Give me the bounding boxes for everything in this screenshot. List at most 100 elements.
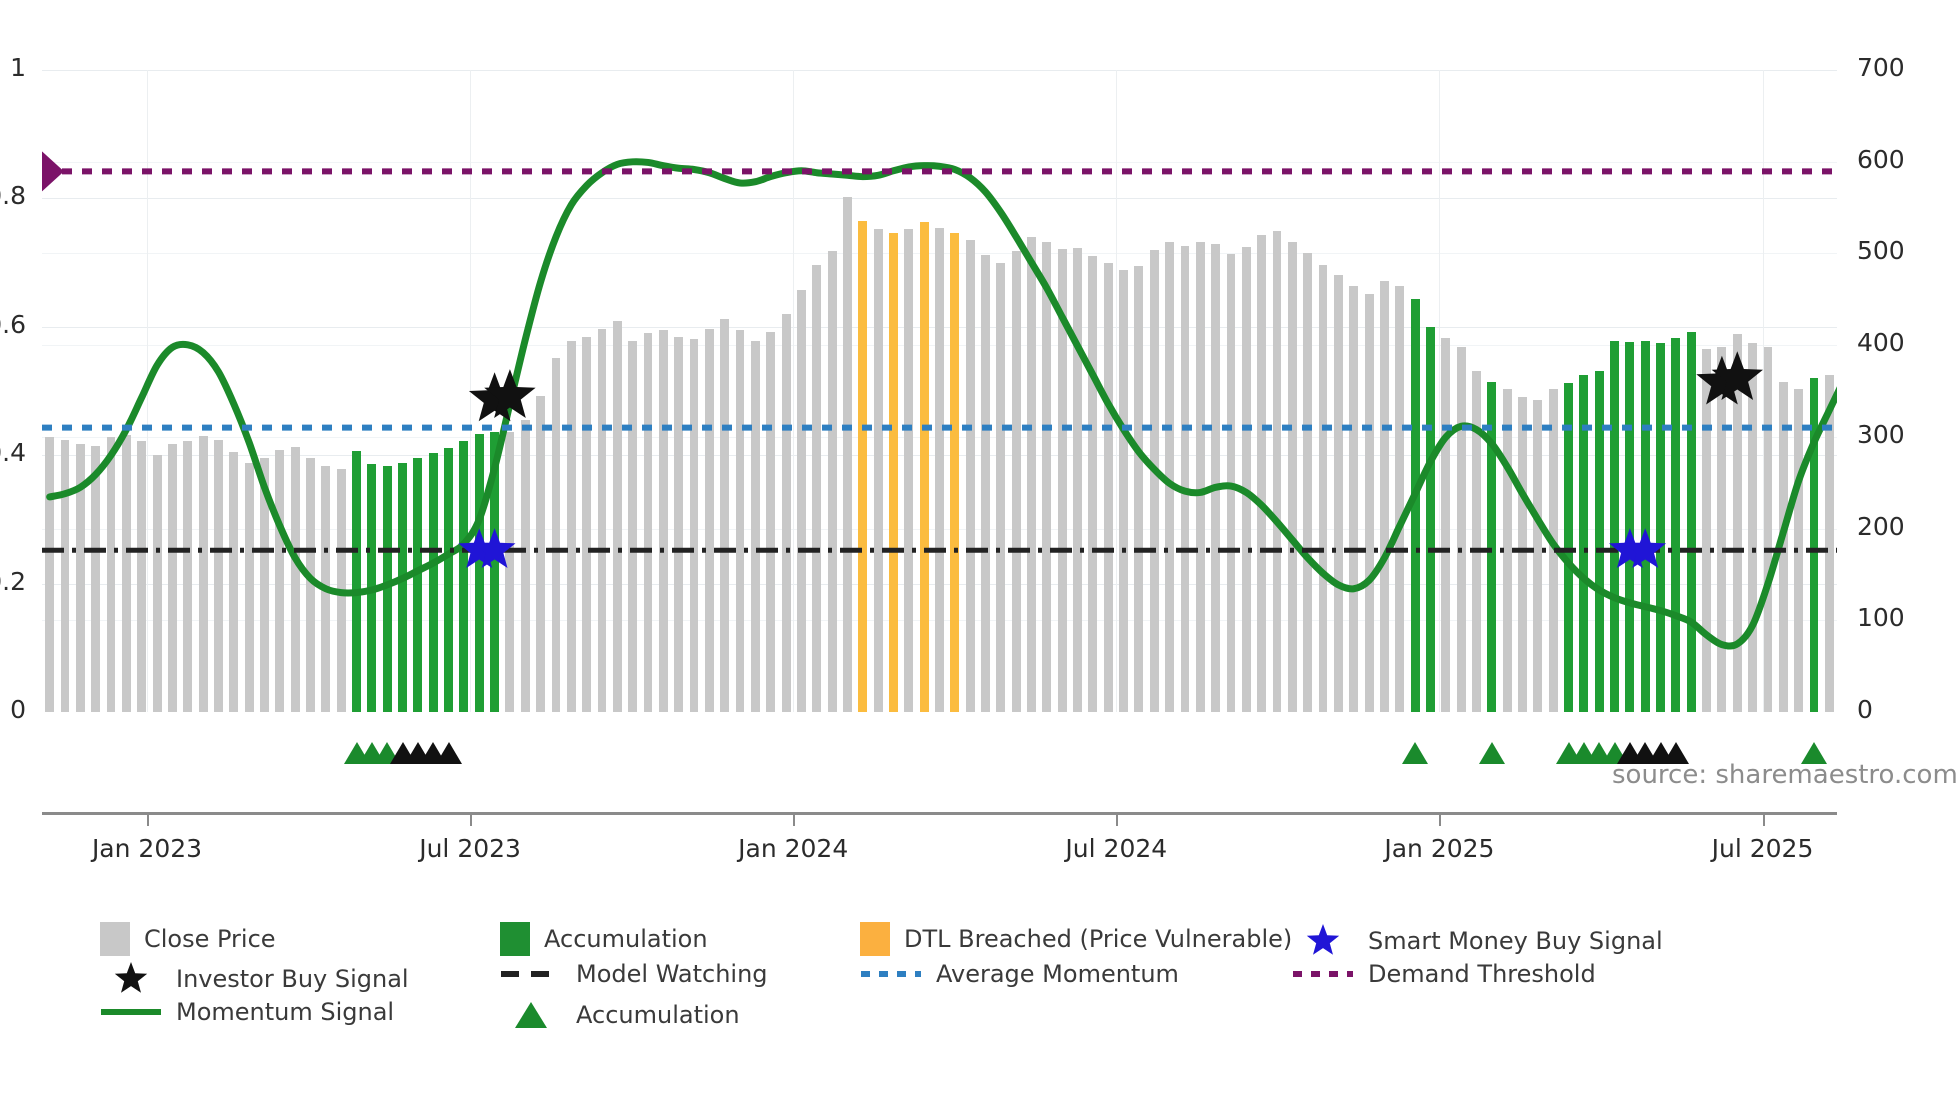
accumulation-bar: [1410, 299, 1420, 712]
legend-star-icon: [100, 960, 162, 998]
demand-threshold-arrow-marker: [42, 151, 64, 192]
accumulation-bar: [444, 447, 453, 712]
close-price-bar: [121, 435, 131, 712]
legend-row: Close Price Accumulation DTL Breached (Pri…: [100, 922, 1940, 960]
x-axis-tick: [147, 812, 149, 826]
close-price-bar: [551, 357, 561, 712]
close-price-bar: [152, 455, 162, 712]
accumulation-triangle-icon: [1662, 742, 1689, 764]
legend-item[interactable]: Investor Buy Signal: [100, 960, 409, 998]
smart-money-buy-signal-star-icon: [458, 528, 501, 568]
y-axis-left-tick-label: 0.8: [0, 181, 26, 211]
close-price-bar: [167, 444, 177, 712]
close-price-bar: [1518, 396, 1527, 712]
close-price-bar: [1211, 244, 1221, 712]
close-price-bar: [91, 446, 101, 712]
dtl-breached-bar: [889, 233, 898, 712]
legend-item[interactable]: DTL Breached (Price Vulnerable): [860, 922, 1292, 956]
legend-triangle-icon: [500, 998, 562, 1032]
legend-item[interactable]: Model Watching: [500, 960, 768, 988]
close-price-bar: [689, 338, 699, 712]
close-price-bar: [1134, 266, 1144, 712]
x-gridline: [1762, 70, 1764, 712]
y-axis-right-tick-label: 300: [1857, 419, 1905, 449]
close-price-bar: [1441, 337, 1451, 712]
y-axis-left-tick-label: 0.6: [0, 309, 26, 339]
y-axis-left-tick-label: 0.4: [0, 438, 26, 468]
close-price-bar: [1702, 348, 1712, 712]
legend-item[interactable]: Demand Threshold: [1292, 960, 1596, 988]
legend-item[interactable]: Smart Money Buy Signal: [1292, 922, 1663, 960]
legend-square-icon: [860, 922, 890, 956]
legend-item[interactable]: Close Price: [100, 922, 276, 956]
smart-money-buy-signal-star-icon: [1609, 528, 1651, 568]
accumulation-bar: [428, 453, 438, 712]
legend-line-icon: [100, 1004, 162, 1020]
legend-line-icon: [1292, 966, 1354, 982]
close-price-bar: [827, 250, 837, 712]
close-price-bar: [1057, 248, 1067, 712]
accumulation-bar: [1594, 370, 1604, 712]
accumulation-bar: [1640, 341, 1650, 712]
accumulation-bar: [352, 450, 361, 712]
close-price-bar: [1502, 389, 1512, 712]
close-price-bar: [1456, 346, 1466, 712]
close-price-bar: [643, 333, 653, 712]
y-axis-left-tick-label: 1: [10, 53, 26, 82]
x-gridline: [793, 70, 795, 712]
close-price-bar: [873, 228, 883, 712]
close-price-bar: [1027, 236, 1036, 712]
dtl-breached-bar: [919, 222, 929, 712]
legend-item-label: Investor Buy Signal: [176, 965, 409, 993]
close-price-bar: [505, 432, 515, 712]
legend-item[interactable]: Accumulation: [500, 998, 740, 1032]
close-price-bar: [244, 463, 254, 712]
close-price-bar: [1088, 256, 1098, 712]
close-price-bar: [1165, 241, 1175, 712]
x-axis-line: [42, 812, 1837, 815]
accumulation-bar: [382, 466, 392, 712]
close-price-bar: [1149, 249, 1159, 712]
close-price-bar: [582, 336, 592, 712]
legend-item-label: Momentum Signal: [176, 998, 395, 1026]
y-axis-right-tick-label: 600: [1857, 144, 1905, 174]
investor-buy-signal-star-icon: [484, 369, 536, 418]
close-price-bar: [1287, 242, 1297, 712]
close-price-bar: [1748, 343, 1758, 712]
legend-item[interactable]: Accumulation: [500, 922, 708, 956]
accumulation-bar: [1809, 378, 1819, 712]
close-price-bar: [1732, 334, 1742, 712]
close-price-bar: [1318, 265, 1328, 712]
accumulation-bar: [1671, 337, 1681, 712]
y-axis-right-tick-label: 500: [1857, 236, 1905, 266]
dtl-breached-bar: [858, 221, 868, 712]
y-axis-right-tick-label: 400: [1857, 328, 1905, 358]
close-price-bar: [674, 336, 684, 712]
close-price-bar: [1349, 286, 1359, 712]
accumulation-bar: [1610, 341, 1619, 712]
close-price-bar: [1379, 280, 1389, 712]
close-price-bar: [1180, 246, 1190, 712]
accumulation-bar: [1487, 381, 1497, 712]
close-price-bar: [750, 341, 760, 712]
x-axis-tick: [1116, 812, 1119, 826]
close-price-bar: [275, 449, 285, 712]
accumulation-triangle-icon: [1478, 742, 1505, 764]
legend-item[interactable]: Average Momentum: [860, 960, 1179, 988]
close-price-bar: [812, 265, 822, 712]
x-axis-tick: [1439, 812, 1442, 826]
close-price-bar: [1303, 253, 1313, 712]
close-price-bar: [75, 444, 85, 712]
close-price-bar: [566, 341, 576, 712]
legend-item-label: Accumulation: [576, 1001, 740, 1029]
close-price-bar: [1548, 389, 1558, 712]
legend-star-icon: [1292, 922, 1354, 960]
close-price-bar: [1257, 235, 1267, 712]
close-price-bar: [1717, 346, 1727, 712]
plot-area: [42, 70, 1837, 712]
momentum-signal-line: [46, 158, 1837, 650]
investor-buy-signal-star-icon: [1711, 351, 1763, 400]
legend-item[interactable]: Momentum Signal: [100, 998, 394, 1026]
legend-item-label: Close Price: [144, 925, 276, 953]
close-price-bar: [597, 328, 607, 712]
